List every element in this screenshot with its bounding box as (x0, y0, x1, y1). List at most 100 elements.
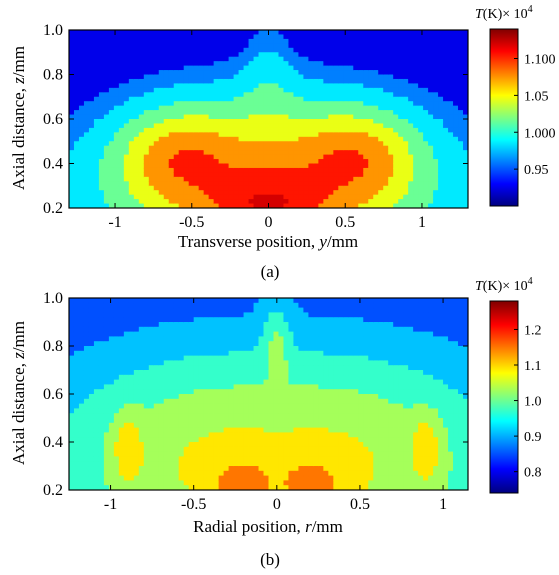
contour-cell (158, 446, 165, 453)
contour-cell (108, 370, 115, 376)
contour-cell (228, 123, 235, 129)
contour-cell (103, 145, 110, 151)
contour-cell (183, 96, 190, 102)
contour-cell (168, 374, 175, 381)
contour-cell (288, 114, 295, 120)
contour-cell (363, 185, 369, 191)
contour-cell (93, 365, 100, 371)
contour-cell (168, 394, 175, 400)
contour-cell (138, 176, 145, 182)
contour-cell (153, 92, 160, 98)
contour-cell (69, 190, 75, 196)
contour-cell (313, 167, 319, 173)
contour-cell (198, 422, 205, 429)
contour-cell (168, 398, 175, 405)
contour-cell (228, 475, 235, 481)
contour-cell (453, 70, 459, 76)
contour-cell (208, 475, 215, 481)
contour-cell (183, 159, 190, 165)
contour-cell (448, 78, 454, 84)
contour-cell (363, 119, 369, 125)
contour-cell (218, 96, 225, 102)
contour-cell (308, 83, 314, 89)
contour-cell (368, 145, 374, 151)
contour-cell (448, 61, 454, 67)
contour-cell (228, 317, 235, 323)
contour-cell (173, 466, 180, 472)
contour-cell (198, 87, 205, 93)
contour-cell (113, 92, 120, 98)
contour-cell (208, 302, 215, 309)
contour-cell (243, 427, 250, 433)
contour-cell (148, 456, 155, 462)
contour-cell (218, 199, 225, 205)
contour-cell (128, 101, 135, 107)
contour-cell (263, 56, 270, 62)
contour-cell (368, 181, 374, 187)
contour-cell (358, 74, 364, 80)
contour-cell (233, 485, 240, 490)
contour-cell (258, 360, 265, 366)
contour-cell (273, 52, 280, 58)
contour-cell (178, 47, 185, 53)
contour-cell (163, 136, 170, 142)
contour-cell (228, 379, 235, 385)
contour-cell (188, 159, 195, 165)
contour-cell (318, 176, 324, 182)
contour-cell (203, 418, 210, 424)
contour-cell (273, 432, 280, 438)
contour-cell (158, 127, 165, 133)
contour-cell (428, 61, 434, 67)
contour-cell (93, 403, 100, 409)
contour-cell (193, 136, 200, 142)
contour-cell (173, 141, 180, 147)
contour-cell (173, 150, 180, 156)
contour-cell (158, 451, 165, 457)
contour-cell (188, 322, 195, 328)
contour-cell (178, 480, 185, 486)
contour-cell (93, 96, 100, 102)
contour-cell (168, 92, 175, 98)
contour-cell (213, 326, 220, 333)
contour-cell (273, 302, 280, 309)
contour-cell (313, 136, 319, 142)
contour-cell (418, 190, 424, 196)
contour-cell (163, 92, 170, 98)
contour-cell (353, 181, 359, 187)
contour-cell (103, 312, 110, 318)
contour-cell (458, 34, 464, 40)
contour-cell (273, 360, 280, 366)
contour-cell (448, 74, 454, 80)
contour-cell (293, 114, 300, 120)
contour-cell (133, 475, 140, 481)
contour-cell (108, 350, 115, 357)
contour-cell (328, 65, 334, 71)
contour-cell (223, 437, 230, 443)
contour-cell (118, 123, 125, 129)
contour-cell (278, 181, 285, 187)
contour-cell (273, 442, 280, 448)
contour-cell (268, 384, 275, 390)
contour-cell (158, 176, 165, 182)
contour-cell (113, 470, 120, 477)
contour-cell (158, 466, 165, 472)
contour-cell (213, 370, 220, 376)
contour-cell (73, 185, 80, 191)
contour-cell (128, 119, 135, 125)
contour-cell (443, 119, 449, 125)
contour-cell (69, 127, 75, 133)
contour-cell (453, 47, 459, 53)
contour-cell (223, 461, 230, 467)
contour-cell (448, 199, 454, 205)
contour-cell (283, 374, 290, 381)
contour-cell (188, 326, 195, 333)
contour-cell (313, 74, 319, 80)
contour-cell (78, 403, 85, 409)
contour-cell (138, 466, 145, 472)
contour-cell (143, 30, 150, 36)
contour-cell (218, 389, 225, 395)
contour-cell (158, 312, 165, 318)
contour-cell (298, 172, 305, 178)
contour-cell (403, 87, 409, 93)
contour-cell (248, 379, 255, 385)
